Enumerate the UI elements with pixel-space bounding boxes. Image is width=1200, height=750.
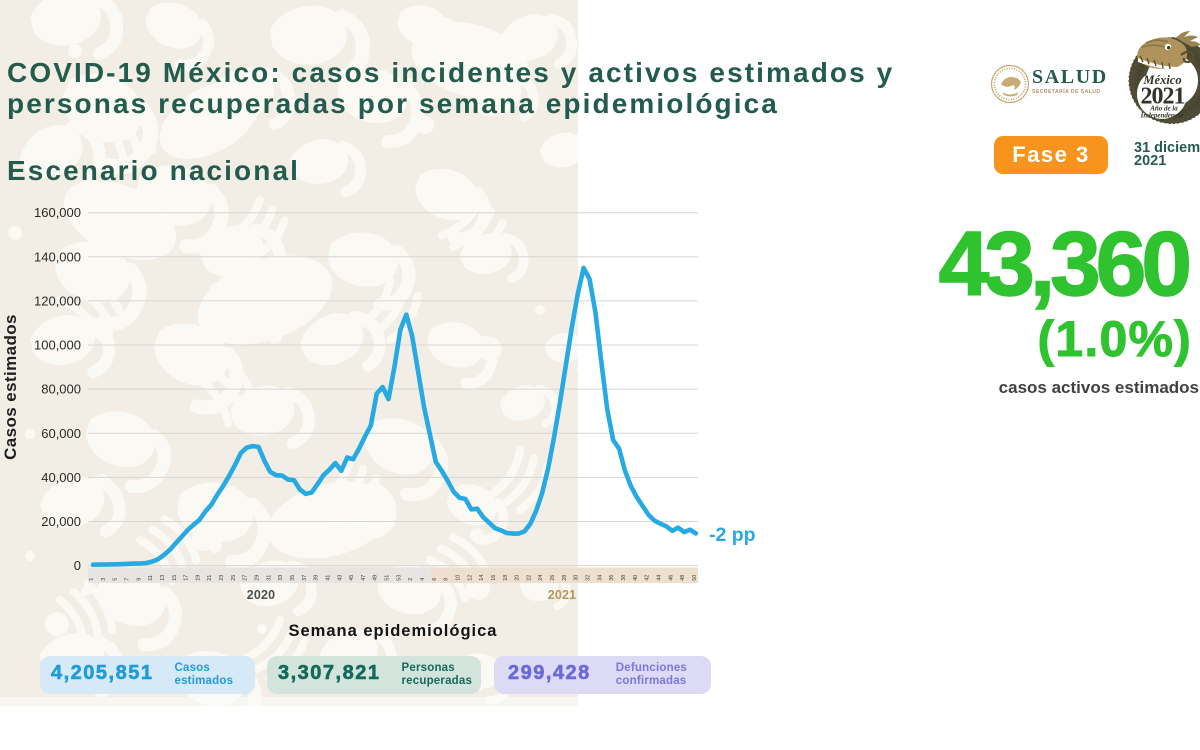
svg-text:47: 47: [361, 575, 367, 581]
svg-text:41: 41: [325, 575, 331, 581]
svg-text:16: 16: [491, 575, 497, 581]
svg-text:15: 15: [172, 575, 178, 581]
svg-text:48: 48: [680, 575, 686, 581]
svg-text:49: 49: [373, 575, 379, 581]
svg-text:18: 18: [503, 575, 509, 581]
svg-text:160,000: 160,000: [34, 205, 81, 220]
svg-text:4: 4: [420, 578, 426, 581]
svg-text:42: 42: [645, 575, 651, 581]
svg-text:30: 30: [574, 575, 580, 581]
svg-text:44: 44: [656, 575, 662, 581]
svg-text:28: 28: [562, 575, 568, 581]
svg-text:13: 13: [160, 575, 166, 581]
svg-text:23: 23: [219, 575, 225, 581]
svg-text:80,000: 80,000: [41, 382, 81, 397]
svg-text:38: 38: [621, 575, 627, 581]
svg-text:5: 5: [113, 578, 119, 581]
svg-text:60,000: 60,000: [41, 426, 81, 441]
svg-text:11: 11: [148, 575, 154, 581]
svg-text:40: 40: [633, 575, 639, 581]
svg-text:21: 21: [207, 575, 213, 581]
svg-text:0: 0: [74, 558, 81, 573]
svg-text:10: 10: [456, 575, 462, 581]
svg-text:46: 46: [668, 575, 674, 581]
svg-text:7: 7: [125, 578, 131, 581]
svg-text:36: 36: [609, 575, 615, 581]
svg-text:29: 29: [255, 575, 261, 581]
svg-text:20,000: 20,000: [41, 514, 81, 529]
svg-text:17: 17: [184, 575, 190, 581]
svg-text:35: 35: [290, 575, 296, 581]
svg-text:8: 8: [444, 578, 450, 581]
svg-text:9: 9: [136, 578, 142, 581]
svg-text:31: 31: [266, 575, 272, 581]
svg-text:2021: 2021: [1141, 84, 1185, 110]
svg-text:100,000: 100,000: [34, 338, 81, 353]
svg-text:México: México: [1142, 73, 1181, 87]
svg-text:1: 1: [89, 578, 95, 581]
svg-text:6: 6: [432, 578, 438, 581]
svg-text:120,000: 120,000: [34, 293, 81, 308]
svg-text:51: 51: [385, 575, 391, 581]
svg-text:Independencia: Independencia: [1140, 112, 1184, 120]
svg-text:53: 53: [396, 575, 402, 581]
svg-text:24: 24: [538, 575, 544, 581]
svg-text:27: 27: [243, 575, 249, 581]
svg-text:12: 12: [467, 575, 473, 581]
svg-text:50: 50: [692, 575, 698, 581]
svg-text:Año de la: Año de la: [1149, 105, 1178, 113]
svg-text:40,000: 40,000: [41, 470, 81, 485]
svg-text:39: 39: [314, 575, 320, 581]
svg-text:26: 26: [550, 575, 556, 581]
svg-text:3: 3: [101, 578, 107, 581]
svg-text:140,000: 140,000: [34, 249, 81, 264]
svg-text:32: 32: [586, 575, 592, 581]
svg-text:33: 33: [278, 575, 284, 581]
svg-text:25: 25: [231, 575, 237, 581]
svg-text:43: 43: [337, 575, 343, 581]
svg-text:2: 2: [408, 578, 414, 581]
svg-text:20: 20: [515, 575, 521, 581]
svg-text:34: 34: [597, 575, 603, 581]
svg-text:45: 45: [349, 575, 355, 581]
svg-text:22: 22: [526, 575, 532, 581]
svg-text:37: 37: [302, 575, 308, 581]
svg-text:19: 19: [195, 575, 201, 581]
svg-text:14: 14: [479, 575, 485, 581]
